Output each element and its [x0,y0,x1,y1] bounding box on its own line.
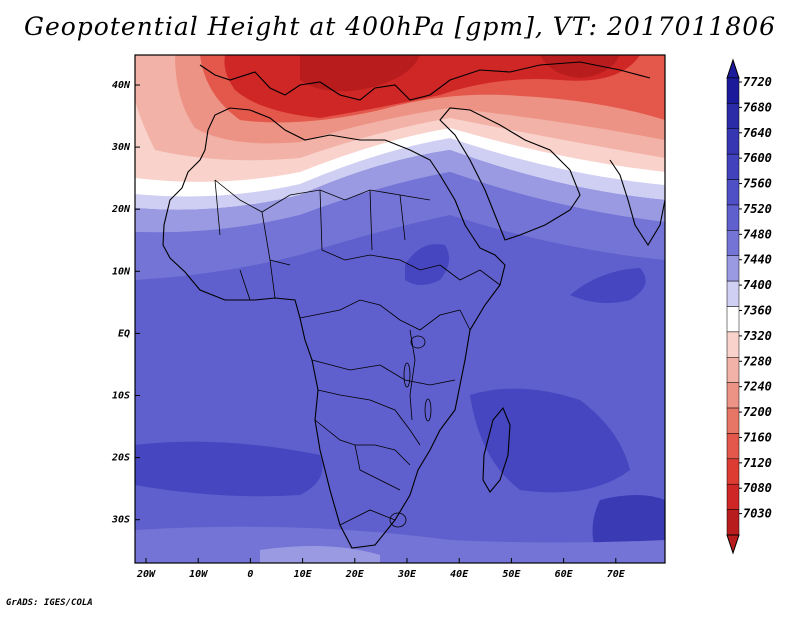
latitude-axis: 40N 30N 20N 10N EQ 10S 20S 30S [111,80,140,526]
colorbar-swatch [726,255,740,282]
lon-tick-label: 10W [189,569,208,580]
field-patch-deep-indian-ocean [470,388,630,493]
lat-tick-label: 20N [111,204,131,215]
colorbar-swatch [726,77,740,104]
grads-credit: GrADS: IGES/COLA [6,598,93,608]
colorbar-swatch [726,128,740,155]
colorbar-label: 7360 [743,304,772,318]
colorbar-swatch [726,509,740,536]
colorbar-label: 7120 [743,456,772,470]
colorbar-label: 7160 [743,430,772,444]
lon-tick-label: 20W [136,569,156,580]
field-band-red4 [300,55,420,92]
lat-tick-label: EQ [118,328,130,339]
colorbar-swatch [726,230,740,256]
country-borders [214,179,501,526]
lat-tick-label: 30N [111,142,131,153]
colorbar-swatch [726,357,740,383]
map-plot-area [135,55,665,563]
field-patch-deep-south-atlantic [135,441,323,497]
lon-tick-label: 40E [450,569,469,580]
lat-tick-label: 40N [112,80,131,91]
lat-tick-label: 10S [112,391,130,402]
lat-tick-label: 20S [111,453,130,464]
lon-tick-label: 60E [555,569,574,580]
colorbar-label: 7440 [743,253,772,267]
colorbar-swatch [726,280,740,307]
colorbar-label: 7200 [743,405,772,419]
colorbar-swatch [726,458,740,485]
colorbar: 7720 7680 7640 7600 7560 7520 7480 7440 7400 7360… [726,58,772,555]
field-patch-deep-arabian-sea [570,268,646,304]
coastline-africa [162,107,506,549]
colorbar-swatch [726,306,740,333]
coastline-india [609,159,665,247]
colorbar-swatch [726,153,740,180]
colorbar-label: 7320 [743,329,772,343]
lat-tick-label: 30S [111,515,130,526]
colorbar-label: 7640 [743,126,772,140]
map-frame [134,54,666,564]
colorbar-swatch [726,382,740,409]
lon-tick-label: 70E [607,569,626,580]
lake-victoria [410,335,426,349]
coastline-arabia [439,107,581,241]
field-band-red4b [540,55,620,78]
colorbar-label: 7600 [743,151,772,165]
colorbar-label: 7680 [743,100,772,114]
lon-tick-label: 10E [294,569,313,580]
coastline-madagascar [482,406,511,493]
colorbar-swatch [726,204,740,231]
field-band-mid [135,172,665,280]
colorbar-min-arrow [726,534,740,555]
colorbar-label: 7520 [743,202,772,216]
colorbar-label: 7080 [743,481,772,495]
colorbar-label: 7720 [743,75,772,89]
lake-malawi [424,398,432,422]
longitude-axis: 20W 10W 0 10E 20E 30E 40E 50E 60E 70E [136,558,626,580]
map-title: Geopotential Height at 400hPa [gpm], VT:… [23,12,777,41]
coastline-europe [199,61,651,101]
field-band-south-pale [260,546,380,563]
colorbar-label: 7560 [743,177,772,191]
colorbar-max-arrow [726,58,740,79]
colorbar-label: 7480 [743,227,772,241]
colorbar-label: 7030 [743,507,772,521]
field-band-light [135,150,665,233]
colorbar-label: 7240 [743,380,772,394]
lon-tick-label: 20E [345,569,365,580]
colorbar-swatch [726,179,740,206]
lesotho [389,512,407,528]
lake-tanganyika [403,362,411,388]
colorbar-label: 7400 [743,278,772,292]
field-patch-deep-east-africa [405,244,449,285]
lat-tick-label: 10N [112,266,131,277]
lon-tick-label: 0 [247,569,253,580]
colorbar-swatch [726,433,740,460]
colorbar-label: 7280 [743,354,772,368]
colorbar-swatch [726,103,740,130]
colorbar-swatch [726,407,740,434]
lon-tick-label: 50E [502,569,521,580]
colorbar-swatch [726,331,740,358]
colorbar-swatch [726,483,740,510]
lon-tick-label: 30E [397,569,417,580]
